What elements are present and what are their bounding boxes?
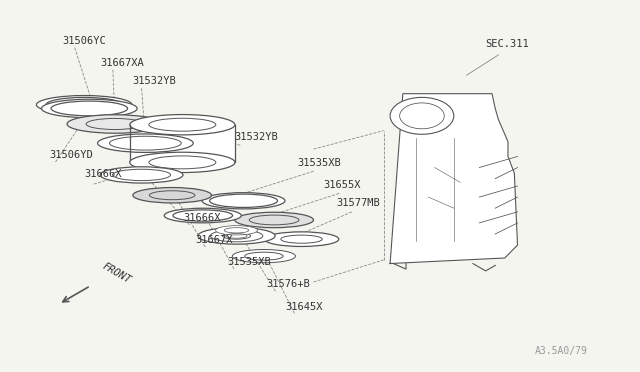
Text: 31667XA: 31667XA xyxy=(100,58,144,68)
Ellipse shape xyxy=(216,226,257,235)
Text: 31577MB: 31577MB xyxy=(336,198,380,208)
Text: 31667X: 31667X xyxy=(196,235,233,245)
Text: 31532YB: 31532YB xyxy=(234,132,278,142)
Text: 31506YC: 31506YC xyxy=(62,36,106,46)
Ellipse shape xyxy=(67,115,163,133)
Text: SEC.311: SEC.311 xyxy=(486,39,529,49)
Ellipse shape xyxy=(36,96,132,114)
Ellipse shape xyxy=(133,187,211,203)
Text: A3.5A0/79: A3.5A0/79 xyxy=(535,346,588,356)
Text: 31666X: 31666X xyxy=(183,213,221,223)
Text: 31645X: 31645X xyxy=(285,302,323,311)
Text: 31576+B: 31576+B xyxy=(266,279,310,289)
Ellipse shape xyxy=(264,232,339,247)
Text: 31666X: 31666X xyxy=(84,169,122,179)
Ellipse shape xyxy=(164,208,241,223)
Text: 31532YB: 31532YB xyxy=(132,76,176,86)
Text: 31506YD: 31506YD xyxy=(49,150,93,160)
Text: FRONT: FRONT xyxy=(100,262,132,286)
Ellipse shape xyxy=(42,99,137,118)
Ellipse shape xyxy=(202,193,285,209)
Ellipse shape xyxy=(98,134,193,153)
Polygon shape xyxy=(390,94,518,263)
Ellipse shape xyxy=(210,230,263,242)
Text: 31655X: 31655X xyxy=(323,180,361,190)
Text: 31535XB: 31535XB xyxy=(298,157,342,167)
Ellipse shape xyxy=(232,250,296,263)
Ellipse shape xyxy=(130,115,235,135)
Ellipse shape xyxy=(235,212,314,228)
Text: 31535XB: 31535XB xyxy=(228,257,271,267)
FancyBboxPatch shape xyxy=(130,125,235,162)
Ellipse shape xyxy=(198,228,275,244)
Ellipse shape xyxy=(130,152,235,173)
Ellipse shape xyxy=(100,167,183,183)
Circle shape xyxy=(390,97,454,134)
